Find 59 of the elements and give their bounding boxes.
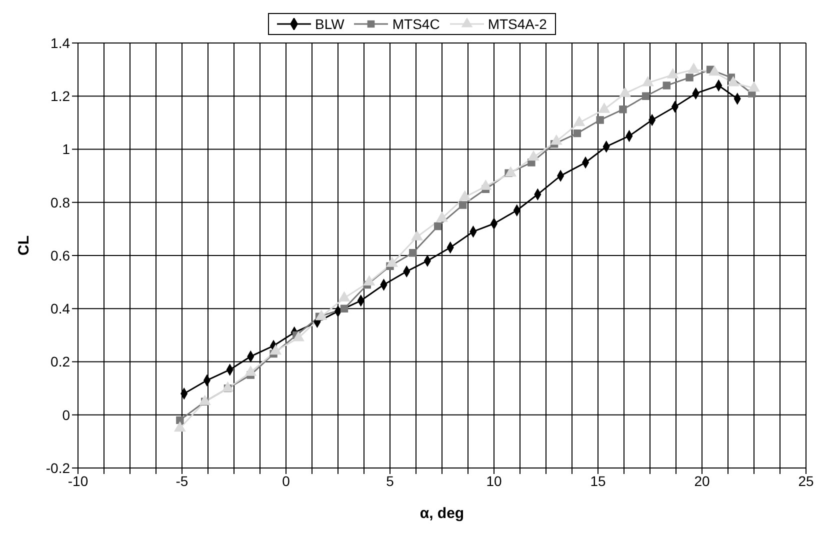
x-tick-label: 0: [282, 472, 290, 489]
y-tick-label: 0: [62, 406, 70, 423]
x-tick-label: 20: [694, 472, 710, 489]
point: [662, 82, 670, 90]
y-tick-label: 1: [62, 141, 70, 158]
point: [199, 395, 210, 406]
point: [480, 180, 492, 190]
point: [573, 129, 582, 138]
y-tick-label: -0.2: [46, 460, 70, 476]
point: [245, 366, 256, 376]
x-tick-label: 25: [798, 472, 814, 489]
y-tick-label: 1.4: [50, 34, 70, 51]
point: [505, 166, 516, 177]
point: [176, 416, 184, 424]
point: [270, 344, 282, 355]
point: [574, 116, 585, 126]
point: [642, 92, 650, 100]
legend-label: MTS4A-2: [486, 16, 547, 32]
point: [411, 230, 423, 240]
x-tick-label: 5: [386, 472, 394, 489]
point: [596, 116, 604, 124]
point: [222, 382, 234, 392]
point: [528, 150, 540, 161]
legend-label: BLW: [314, 16, 344, 32]
point: [292, 331, 304, 342]
y-axis-title: CL: [15, 236, 32, 256]
point: [409, 248, 417, 257]
point: [619, 87, 631, 97]
point: [364, 276, 375, 286]
legend-label: MTS4C: [391, 16, 440, 32]
point: [338, 292, 350, 302]
y-tick-label: 0.6: [50, 247, 70, 264]
point: [619, 106, 627, 114]
point: [386, 257, 398, 267]
point: [434, 222, 442, 230]
x-tick-label: 10: [486, 472, 502, 489]
point: [667, 68, 678, 78]
x-tick-label: -5: [176, 472, 188, 489]
x-tick-label: 15: [590, 472, 606, 489]
y-tick-label: 0.8: [50, 194, 70, 210]
point: [708, 66, 720, 76]
x-tick-label: -10: [68, 472, 88, 489]
x-axis-title: α, deg: [420, 505, 464, 522]
y-tick-label: 0.4: [50, 300, 70, 317]
point: [688, 63, 700, 74]
point: [174, 422, 186, 432]
point: [340, 304, 348, 312]
point: [458, 201, 467, 209]
point: [686, 74, 694, 82]
point: [459, 190, 470, 201]
point: [642, 76, 654, 86]
point: [550, 134, 562, 145]
y-tick-label: 0.2: [50, 354, 70, 370]
point: [728, 76, 739, 86]
point: [748, 82, 760, 92]
point: [316, 310, 327, 320]
y-tick-label: 1.2: [50, 88, 70, 104]
point: [436, 212, 448, 222]
point: [598, 103, 610, 113]
